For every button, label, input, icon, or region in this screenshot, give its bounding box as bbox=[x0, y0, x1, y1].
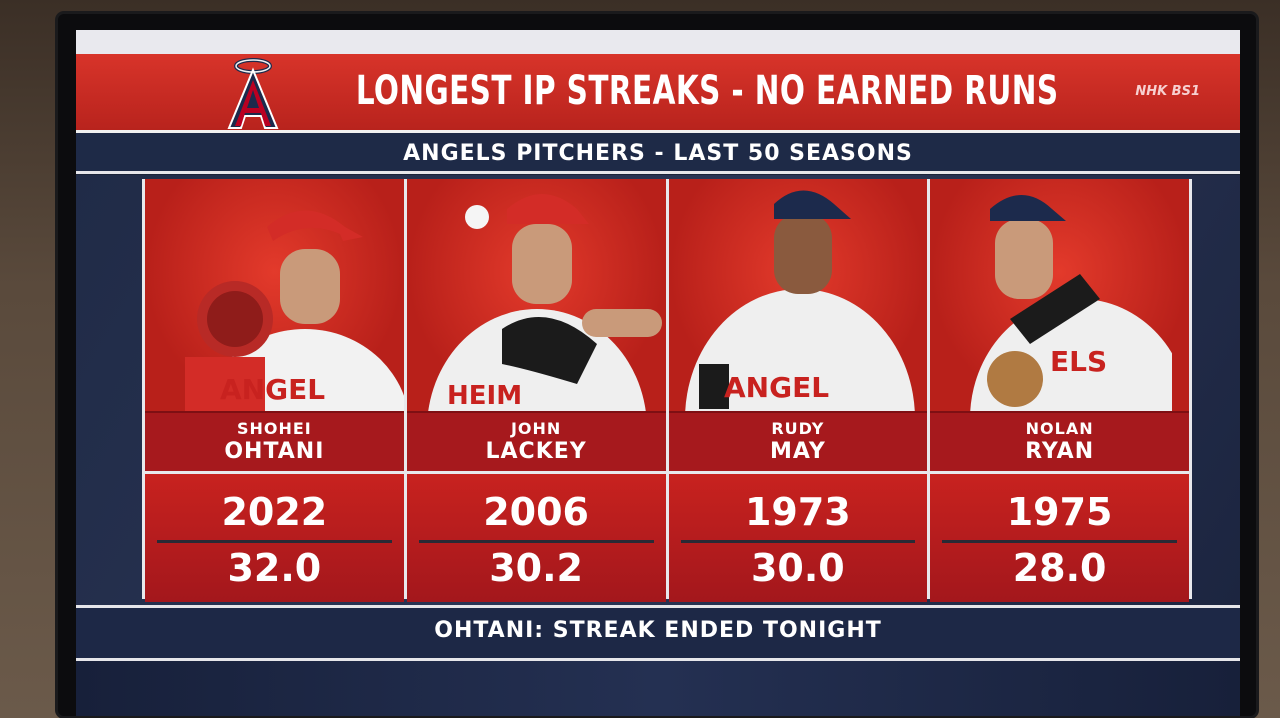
stats-panel: ANGEL SHOHEI OHTANI 2022 32.0 bbox=[76, 175, 1240, 605]
pitcher-silhouette-icon: ELS bbox=[970, 195, 1189, 411]
player-last-name: MAY bbox=[770, 439, 826, 464]
name-box: NOLAN RYAN bbox=[930, 411, 1189, 471]
stat-divider bbox=[157, 540, 392, 543]
player-last-name: OHTANI bbox=[224, 439, 325, 464]
stat-box: 2022 32.0 bbox=[145, 471, 404, 602]
bottom-strip bbox=[76, 661, 1240, 716]
name-box: RUDY MAY bbox=[668, 411, 928, 471]
stat-box: 2006 30.2 bbox=[406, 471, 666, 602]
player-photo: ANGEL bbox=[668, 179, 928, 411]
season-year: 1973 bbox=[744, 490, 851, 534]
graphic-title: LONGEST IP STREAKS - NO EARNED RUNS bbox=[355, 68, 1059, 114]
stat-divider bbox=[418, 540, 654, 543]
svg-text:HEIM: HEIM bbox=[447, 381, 522, 411]
season-year: 2006 bbox=[483, 490, 589, 534]
tv-screen: NHK BS1 LONGEST IP STREAKS - NO EARNED R… bbox=[76, 30, 1240, 716]
player-first-name: RUDY bbox=[771, 419, 825, 438]
pitcher-silhouette-icon: HEIM bbox=[428, 194, 662, 411]
svg-text:ELS: ELS bbox=[1050, 345, 1107, 378]
player-photo: HEIM bbox=[406, 179, 666, 411]
season-year: 2022 bbox=[221, 490, 328, 534]
player-card: ANGEL RUDY MAY 1973 30.0 bbox=[665, 179, 928, 602]
innings-pitched: 32.0 bbox=[227, 546, 322, 590]
player-last-name: RYAN bbox=[1025, 439, 1095, 464]
player-first-name: SHOHEI bbox=[236, 419, 312, 438]
footer-bar: OHTANI: STREAK ENDED TONIGHT bbox=[76, 605, 1240, 661]
angels-logo-icon bbox=[227, 58, 279, 129]
pitcher-silhouette-icon: ANGEL bbox=[684, 190, 915, 411]
player-cards: ANGEL SHOHEI OHTANI 2022 32.0 bbox=[142, 179, 1192, 602]
player-card: HEIM JOHN LACKEY 2006 30.2 bbox=[403, 179, 666, 602]
stat-box: 1973 30.0 bbox=[668, 471, 928, 602]
name-box: SHOHEI OHTANI bbox=[145, 411, 404, 471]
player-first-name: NOLAN bbox=[1025, 419, 1094, 438]
innings-pitched: 28.0 bbox=[1012, 546, 1107, 590]
svg-text:ANGEL: ANGEL bbox=[724, 371, 829, 404]
player-card: ELS NOLAN RYAN 1975 28.0 bbox=[927, 179, 1192, 602]
player-photo: ANGEL bbox=[145, 179, 404, 411]
innings-pitched: 30.0 bbox=[750, 546, 845, 590]
top-strip bbox=[76, 30, 1240, 54]
player-last-name: LACKEY bbox=[485, 439, 587, 464]
season-year: 1975 bbox=[1006, 490, 1113, 534]
footer-note: OHTANI: STREAK ENDED TONIGHT bbox=[434, 618, 882, 643]
stat-box: 1975 28.0 bbox=[930, 471, 1189, 602]
svg-text:ANGEL: ANGEL bbox=[220, 373, 325, 406]
subtitle-bar: ANGELS PITCHERS - LAST 50 SEASONS bbox=[76, 133, 1240, 174]
player-photo: ELS bbox=[930, 179, 1189, 411]
player-card: ANGEL SHOHEI OHTANI 2022 32.0 bbox=[142, 179, 404, 602]
graphic-subtitle: ANGELS PITCHERS - LAST 50 SEASONS bbox=[403, 141, 913, 166]
stat-divider bbox=[680, 540, 916, 543]
stat-divider bbox=[942, 540, 1177, 543]
broadcaster-bug: NHK BS1 bbox=[1135, 84, 1200, 99]
innings-pitched: 30.2 bbox=[489, 546, 583, 590]
player-first-name: JOHN bbox=[510, 419, 562, 438]
name-box: JOHN LACKEY bbox=[406, 411, 666, 471]
pitcher-silhouette-icon: ANGEL bbox=[185, 210, 404, 411]
